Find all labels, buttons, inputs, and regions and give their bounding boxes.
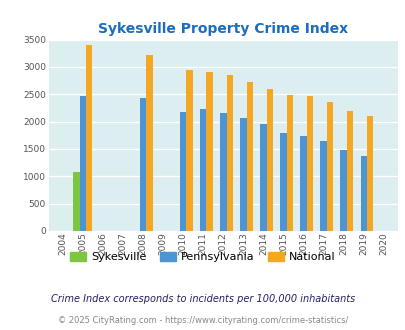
Bar — [240, 117, 246, 231]
Bar — [326, 102, 333, 231]
Bar — [179, 112, 186, 231]
Bar — [139, 98, 146, 231]
Bar — [226, 75, 232, 231]
Bar — [206, 72, 212, 231]
Bar — [86, 45, 92, 231]
Bar — [279, 133, 286, 231]
Bar — [346, 111, 352, 231]
Bar — [320, 141, 326, 231]
Bar — [200, 109, 206, 231]
Bar — [146, 55, 152, 231]
Title: Sykesville Property Crime Index: Sykesville Property Crime Index — [98, 22, 347, 36]
Text: Crime Index corresponds to incidents per 100,000 inhabitants: Crime Index corresponds to incidents per… — [51, 294, 354, 304]
Bar — [306, 96, 312, 231]
Bar — [300, 136, 306, 231]
Bar — [73, 173, 79, 231]
Bar — [286, 95, 292, 231]
Bar — [79, 96, 86, 231]
Bar — [186, 70, 192, 231]
Text: © 2025 CityRating.com - https://www.cityrating.com/crime-statistics/: © 2025 CityRating.com - https://www.city… — [58, 316, 347, 325]
Legend: Sykesville, Pennsylvania, National: Sykesville, Pennsylvania, National — [66, 248, 339, 267]
Bar — [360, 155, 366, 231]
Bar — [266, 89, 273, 231]
Bar — [340, 149, 346, 231]
Bar — [220, 113, 226, 231]
Bar — [366, 116, 373, 231]
Bar — [246, 82, 252, 231]
Bar — [260, 124, 266, 231]
